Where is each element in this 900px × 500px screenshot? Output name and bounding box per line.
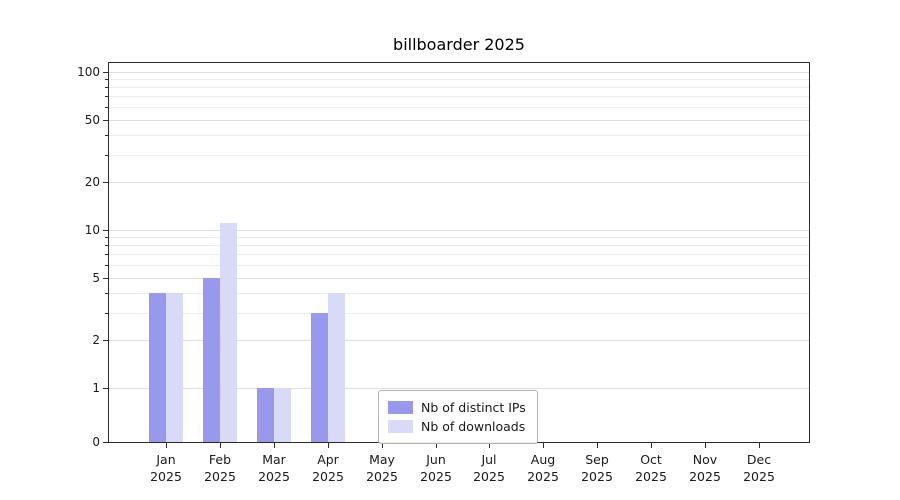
legend-swatch	[388, 420, 413, 433]
gridline-minor	[109, 79, 809, 80]
gridline-minor	[109, 245, 809, 246]
gridline-minor	[109, 237, 809, 238]
x-tick	[597, 443, 598, 448]
x-tick-label: Jun 2025	[420, 452, 452, 484]
gridline-major	[109, 230, 809, 231]
x-tick-label: Apr 2025	[312, 452, 344, 484]
gridline-major	[109, 340, 809, 341]
bar	[166, 293, 183, 442]
y-tick-label: 2	[92, 333, 100, 347]
y-minor-tick	[105, 182, 108, 183]
gridline-major	[109, 182, 809, 183]
y-minor-tick	[105, 237, 108, 238]
y-minor-tick	[105, 278, 108, 279]
bar	[149, 293, 166, 442]
x-tick-label: Oct 2025	[635, 452, 667, 484]
gridline-minor	[109, 254, 809, 255]
gridline-minor	[109, 135, 809, 136]
bar	[311, 313, 328, 442]
x-tick	[436, 443, 437, 448]
y-minor-tick	[105, 120, 108, 121]
x-tick	[489, 443, 490, 448]
y-minor-tick	[105, 135, 108, 136]
y-minor-tick	[105, 254, 108, 255]
bar	[257, 388, 274, 442]
gridline-minor	[109, 265, 809, 266]
y-minor-tick	[105, 293, 108, 294]
x-tick	[274, 443, 275, 448]
y-minor-tick	[105, 87, 108, 88]
bar	[328, 293, 345, 442]
gridline-minor	[109, 293, 809, 294]
y-minor-tick	[105, 155, 108, 156]
legend-label: Nb of downloads	[421, 419, 526, 434]
x-tick-label: May 2025	[366, 452, 398, 484]
plot-area	[108, 62, 810, 443]
bar	[274, 388, 291, 442]
y-tick	[103, 388, 108, 389]
x-tick	[543, 443, 544, 448]
legend: Nb of distinct IPs Nb of downloads	[378, 390, 538, 444]
x-tick-label: Jan 2025	[150, 452, 182, 484]
y-minor-tick	[105, 96, 108, 97]
gridline-minor	[109, 96, 809, 97]
gridline-minor	[109, 313, 809, 314]
gridline-minor	[109, 107, 809, 108]
gridline-major	[109, 120, 809, 121]
y-minor-tick	[105, 79, 108, 80]
legend-label: Nb of distinct IPs	[421, 400, 526, 415]
x-tick	[705, 443, 706, 448]
x-tick	[166, 443, 167, 448]
x-tick	[651, 443, 652, 448]
x-tick-label: Feb 2025	[204, 452, 236, 484]
x-tick	[328, 443, 329, 448]
y-tick-label: 0	[92, 435, 100, 449]
bar	[203, 278, 220, 442]
y-minor-tick	[105, 265, 108, 266]
gridline-major	[109, 72, 809, 73]
x-tick	[759, 443, 760, 448]
y-minor-tick	[105, 107, 108, 108]
x-tick	[382, 443, 383, 448]
y-minor-tick	[105, 313, 108, 314]
y-tick-label: 100	[77, 65, 100, 79]
x-tick-label: Nov 2025	[689, 452, 721, 484]
y-tick-label: 1	[92, 381, 100, 395]
y-tick	[103, 72, 108, 73]
x-tick-label: Sep 2025	[581, 452, 613, 484]
chart-title: billboarder 2025	[393, 35, 525, 54]
y-minor-tick	[105, 340, 108, 341]
y-tick	[103, 442, 108, 443]
legend-item: Nb of distinct IPs	[388, 398, 526, 417]
x-tick	[220, 443, 221, 448]
x-tick-label: Mar 2025	[258, 452, 290, 484]
y-tick-label: 10	[84, 223, 100, 237]
y-tick-label: 50	[84, 113, 100, 127]
gridline-major	[109, 388, 809, 389]
legend-item: Nb of downloads	[388, 417, 526, 436]
x-tick-label: Dec 2025	[743, 452, 775, 484]
gridline-minor	[109, 155, 809, 156]
legend-swatch	[388, 401, 413, 414]
y-tick	[103, 230, 108, 231]
y-tick-label: 5	[92, 271, 100, 285]
x-tick-label: Jul 2025	[473, 452, 505, 484]
gridline-major	[109, 278, 809, 279]
bar	[220, 223, 237, 442]
x-tick-label: Aug 2025	[527, 452, 559, 484]
gridline-minor	[109, 87, 809, 88]
y-tick-label: 20	[84, 175, 100, 189]
y-minor-tick	[105, 245, 108, 246]
